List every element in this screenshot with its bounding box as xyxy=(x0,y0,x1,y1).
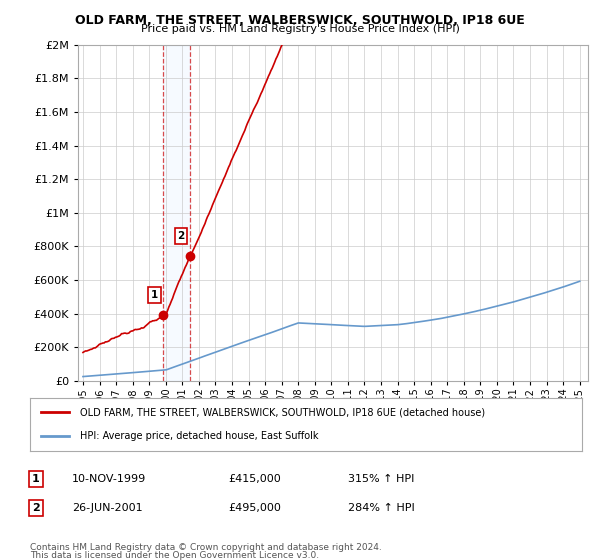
Text: 1: 1 xyxy=(32,474,40,484)
Text: 2: 2 xyxy=(32,503,40,513)
Text: 10-NOV-1999: 10-NOV-1999 xyxy=(72,474,146,484)
Text: 1: 1 xyxy=(151,290,158,300)
Text: 26-JUN-2001: 26-JUN-2001 xyxy=(72,503,143,513)
Text: This data is licensed under the Open Government Licence v3.0.: This data is licensed under the Open Gov… xyxy=(30,551,319,560)
Bar xyxy=(163,45,190,381)
Text: 2: 2 xyxy=(178,231,185,241)
Text: Contains HM Land Registry data © Crown copyright and database right 2024.: Contains HM Land Registry data © Crown c… xyxy=(30,543,382,552)
Text: HPI: Average price, detached house, East Suffolk: HPI: Average price, detached house, East… xyxy=(80,431,318,441)
Text: 315% ↑ HPI: 315% ↑ HPI xyxy=(348,474,415,484)
Text: OLD FARM, THE STREET, WALBERSWICK, SOUTHWOLD, IP18 6UE (detached house): OLD FARM, THE STREET, WALBERSWICK, SOUTH… xyxy=(80,408,485,418)
Text: £415,000: £415,000 xyxy=(228,474,281,484)
Text: OLD FARM, THE STREET, WALBERSWICK, SOUTHWOLD, IP18 6UE: OLD FARM, THE STREET, WALBERSWICK, SOUTH… xyxy=(75,14,525,27)
Text: 284% ↑ HPI: 284% ↑ HPI xyxy=(348,503,415,513)
Text: Price paid vs. HM Land Registry's House Price Index (HPI): Price paid vs. HM Land Registry's House … xyxy=(140,24,460,34)
Text: £495,000: £495,000 xyxy=(228,503,281,513)
